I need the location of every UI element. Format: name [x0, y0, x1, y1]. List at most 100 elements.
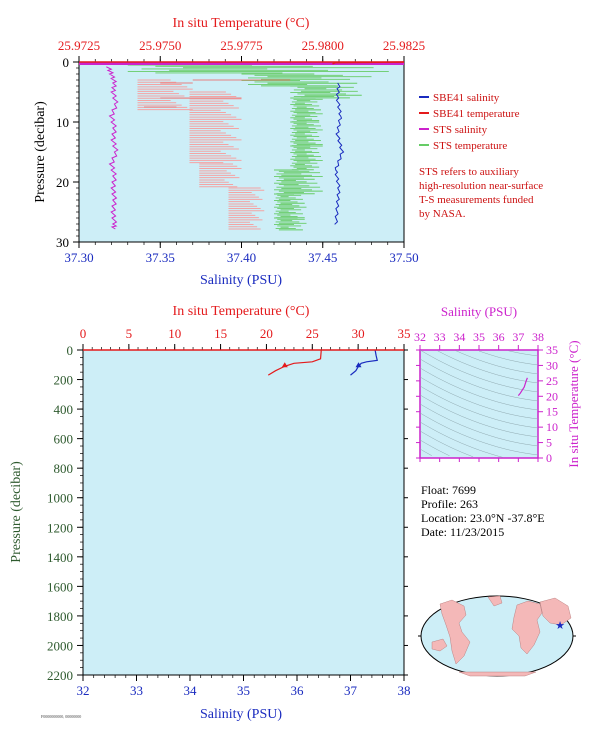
map-africa-europe — [511, 600, 543, 655]
top-x2-tick-label: 25.9825 — [383, 38, 425, 53]
top-y-axis-label: Pressure (decibar) — [33, 101, 48, 203]
footer-text: F0000000000, 00000000 — [41, 714, 81, 720]
ts-y-tick-label: 20 — [546, 389, 558, 403]
legend-label-sbe41-temperature: SBE41 temperature — [433, 108, 520, 120]
ts-contour — [419, 394, 539, 438]
ts-x-tick-label: 37 — [512, 330, 524, 344]
ts-x-tick-label: 33 — [434, 330, 446, 344]
ts-plot-area — [419, 349, 539, 459]
ts-contour — [419, 403, 539, 447]
ts-curve — [517, 377, 528, 397]
salinity-marker — [355, 362, 362, 368]
bottom-x2-tick-label: 35 — [398, 326, 411, 341]
sts-salinity-line — [106, 66, 119, 230]
ts-diagram-marks — [517, 377, 528, 397]
top-x2-tick-label: 25.9725 — [58, 38, 100, 53]
bottom-y-tick-label: 200 — [54, 373, 74, 388]
map-greenland — [487, 595, 503, 607]
bottom-x2-tick-label: 15 — [214, 326, 227, 341]
bottom-x-tick-label: 34 — [184, 683, 198, 698]
top-x2-tick-label: 25.9750 — [139, 38, 181, 53]
top-x2-tick-label: 25.9775 — [220, 38, 262, 53]
ts-y-tick-label: 5 — [546, 436, 552, 450]
ts-x-tick-label: 32 — [414, 330, 426, 344]
bottom-y-axis-label: Pressure (decibar) — [9, 461, 24, 563]
top-chart: 37.30 37.35 37.40 37.45 37.50 25.9725 25.9750 2… — [33, 16, 425, 288]
bottom-chart-axes: 32 33 34 35 36 37 38 0 5 10 15 20 25 30 35 0 200 400 600 80… — [47, 326, 411, 698]
ts-x-axis-label: Salinity (PSU) — [441, 304, 517, 319]
legend-note-line-1: STS refers to auxiliary — [419, 166, 519, 178]
ts-contour — [455, 350, 539, 375]
bottom-y-tick-label: 800 — [54, 461, 74, 476]
sbe41-salinity-line — [334, 82, 345, 225]
ts-contour — [478, 350, 539, 366]
ts-contour — [508, 350, 539, 357]
top-y-tick-label: 10 — [56, 115, 69, 130]
bottom-x2-tick-label: 30 — [352, 326, 365, 341]
ts-contour — [419, 430, 474, 458]
bottom-y-tick-label: 2200 — [47, 668, 73, 683]
ts-contour — [419, 367, 539, 411]
ts-density-contours — [419, 349, 539, 458]
bottom-y-tick-label: 1800 — [47, 609, 73, 624]
bottom-x-tick-label: 38 — [398, 683, 411, 698]
top-chart-axes: 37.30 37.35 37.40 37.45 37.50 25.9725 25.9750 2… — [56, 38, 425, 265]
temperature-marker — [281, 362, 288, 368]
top-y-tick-label: 30 — [56, 235, 69, 250]
bottom-x-tick-label: 37 — [344, 683, 358, 698]
bottom-y-tick-label: 1200 — [47, 520, 73, 535]
ts-contour — [419, 421, 503, 458]
ts-y-tick-label: 15 — [546, 405, 558, 419]
bottom-plot-area — [82, 349, 405, 676]
ts-x-tick-label: 34 — [453, 330, 465, 344]
ts-contour — [437, 350, 539, 384]
bottom-y-tick-label: 1000 — [47, 491, 73, 506]
ts-contour — [419, 376, 539, 420]
bottom-chart: 32 33 34 35 36 37 38 0 5 10 15 20 25 30 35 0 200 400 600 80… — [9, 304, 411, 722]
bottom-x2-tick-label: 0 — [80, 326, 87, 341]
ts-x-tick-label: 35 — [473, 330, 485, 344]
bottom-y-tick-label: 1600 — [47, 579, 73, 594]
bottom-y-tick-label: 2000 — [47, 638, 73, 653]
world-map: ★ — [418, 595, 576, 677]
ts-y-tick-label: 25 — [546, 374, 558, 388]
legend-note-line-3: T-S measurements funded — [419, 194, 534, 206]
bottom-x2-tick-label: 5 — [126, 326, 133, 341]
bottom-x-tick-label: 33 — [130, 683, 143, 698]
top-x2-axis-label: In situ Temperature (°C) — [173, 16, 310, 31]
ts-contour — [419, 358, 539, 402]
bottom-y-tick-label: 400 — [54, 402, 74, 417]
sbe41-salinity-line — [350, 349, 378, 376]
bottom-y-tick-label: 1400 — [47, 550, 73, 565]
legend-note-line-4: by NASA. — [419, 208, 466, 220]
ts-contour — [419, 349, 539, 393]
map-continents — [431, 595, 572, 677]
top-chart-marks — [79, 61, 405, 231]
map-americas — [439, 599, 471, 665]
bottom-y-tick-label: 0 — [67, 343, 74, 358]
bottom-y-tick-label: 600 — [54, 432, 74, 447]
bottom-x-tick-label: 32 — [77, 683, 90, 698]
legend-note-line-2: high-resolution near-surface — [419, 180, 543, 192]
ts-y-tick-label: 30 — [546, 358, 558, 372]
ts-y-tick-label: 10 — [546, 420, 558, 434]
sbe41-temperature-line — [267, 349, 322, 376]
legend-label-sts-temperature: STS temperature — [433, 140, 507, 152]
bottom-x2-tick-label: 10 — [168, 326, 181, 341]
float-id: Float: 7699 — [421, 483, 476, 497]
legend-label-sts-salinity: STS salinity — [433, 124, 488, 136]
top-x-tick-label: 37.30 — [64, 250, 93, 265]
ts-contour — [419, 385, 539, 429]
bottom-x-tick-label: 36 — [291, 683, 305, 698]
top-plot-area — [78, 61, 405, 243]
legend: SBE41 salinity SBE41 temperature STS sal… — [419, 92, 543, 220]
profile-number: Profile: 263 — [421, 497, 478, 511]
ts-contour — [419, 412, 539, 456]
ts-x-tick-label: 38 — [532, 330, 544, 344]
map-asia — [539, 597, 572, 626]
map-australia — [431, 638, 448, 652]
bottom-x-axis-label: Salinity (PSU) — [200, 707, 282, 722]
ts-x-tick-label: 36 — [493, 330, 505, 344]
